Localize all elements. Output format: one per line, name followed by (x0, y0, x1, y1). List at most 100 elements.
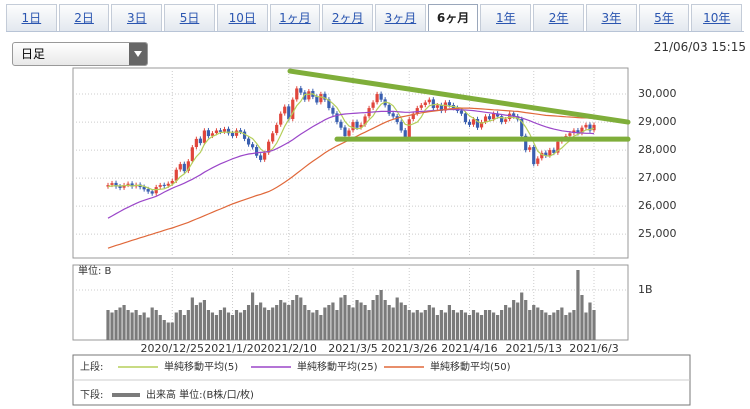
volume-bar (504, 305, 508, 340)
volume-bar (455, 312, 460, 340)
x-tick-label: 2021/6/3 (569, 342, 618, 355)
candle-body (218, 130, 223, 132)
candle-body (536, 158, 540, 164)
period-tab[interactable]: 10日 (216, 4, 268, 31)
volume-bar (479, 315, 484, 340)
x-tick-label: 2021/3/26 (381, 342, 437, 355)
volume-bar (150, 307, 154, 340)
candle-body (532, 147, 536, 165)
volume-bar (435, 315, 439, 340)
candle-body (283, 106, 287, 114)
candle-body (447, 102, 452, 106)
candle-body (524, 135, 528, 151)
candle-body (584, 124, 588, 128)
volume-bar (230, 315, 235, 340)
volume-bar (475, 312, 480, 340)
period-tab[interactable]: 1日 (6, 4, 57, 31)
candle-body (496, 113, 500, 117)
period-tab[interactable]: 6ヶ月 (427, 4, 479, 31)
period-tab[interactable]: 2ヶ月 (322, 4, 374, 31)
candle-body (391, 113, 395, 117)
period-tab[interactable]: 5日 (164, 4, 215, 31)
select-arrow[interactable] (129, 43, 147, 65)
candle-body (411, 113, 415, 120)
volume-bar (512, 300, 516, 340)
volume-bar (467, 315, 472, 340)
period-tab[interactable]: 2日 (58, 4, 110, 31)
candle-body (315, 96, 319, 103)
volume-bar (271, 307, 275, 340)
volume-bar (443, 312, 447, 340)
period-tab[interactable]: 1ヶ月 (269, 4, 321, 31)
volume-bar (146, 317, 150, 340)
candle-body (528, 147, 532, 150)
volume-bar (222, 307, 227, 340)
candle-body (178, 164, 182, 170)
interval-select[interactable]: 日足 (12, 42, 148, 66)
period-tab[interactable]: 1年 (480, 4, 532, 31)
volume-bar (283, 302, 287, 340)
volume-bar (134, 310, 138, 340)
x-tick-label: 2021/5/13 (506, 342, 562, 355)
period-tab[interactable]: 2年 (533, 4, 584, 31)
volume-bar (367, 310, 371, 340)
volume-bar (520, 292, 524, 340)
candle-body (206, 130, 211, 137)
candle-body (403, 130, 407, 139)
volume-bar (576, 270, 580, 340)
candle-body (323, 93, 327, 100)
candle-body (255, 147, 259, 156)
interval-label[interactable]: 日足 (21, 47, 46, 61)
volume-bar (351, 307, 355, 340)
candle-body (335, 113, 339, 123)
candle-body (130, 183, 134, 187)
candle-body (295, 88, 299, 100)
candle-body (114, 182, 118, 187)
volume-bar (500, 310, 504, 340)
volume-bar (419, 312, 423, 340)
candle-body (110, 183, 114, 185)
volume-bar (331, 302, 335, 340)
candle-body (556, 141, 560, 153)
volume-bar (343, 295, 347, 340)
volume-bar (371, 300, 375, 340)
volume-bar (568, 312, 572, 340)
period-tab[interactable]: 10年 (691, 4, 743, 31)
volume-bar (303, 305, 307, 340)
period-tab[interactable]: 3ヶ月 (375, 4, 426, 31)
legend-row-label: 上段: (80, 360, 103, 373)
volume-bar (552, 312, 556, 340)
candle-body (162, 184, 166, 186)
volume-bar (226, 312, 231, 340)
volume-bar (339, 297, 343, 340)
volume-bar (255, 305, 259, 340)
volume-bar (572, 310, 576, 340)
candle-body (359, 124, 363, 128)
candle-body (351, 122, 355, 131)
volume-bar (536, 307, 540, 340)
volume-bar (130, 312, 134, 340)
candle-body (347, 130, 351, 136)
candle-body (475, 119, 480, 128)
volume-bar (182, 315, 186, 340)
volume-bar (194, 305, 198, 340)
candle-body (363, 116, 367, 125)
volume-bar (242, 310, 247, 340)
period-tab[interactable]: 3日 (111, 4, 163, 31)
period-tab[interactable]: 5年 (638, 4, 690, 31)
candle-body (210, 133, 215, 136)
candle-body (355, 121, 359, 128)
candle-body (423, 102, 427, 105)
candle-body (166, 183, 170, 186)
candle-body (186, 161, 190, 171)
candle-body (214, 130, 219, 134)
candle-body (263, 152, 267, 160)
candle-body (226, 128, 231, 134)
volume-bar (311, 312, 315, 340)
legend-entry: 単純移動平均(5) (164, 360, 238, 373)
period-tab[interactable]: 3年 (585, 4, 637, 31)
candle-body (331, 107, 335, 114)
volume-bar (487, 310, 492, 340)
candle-body (467, 121, 472, 125)
